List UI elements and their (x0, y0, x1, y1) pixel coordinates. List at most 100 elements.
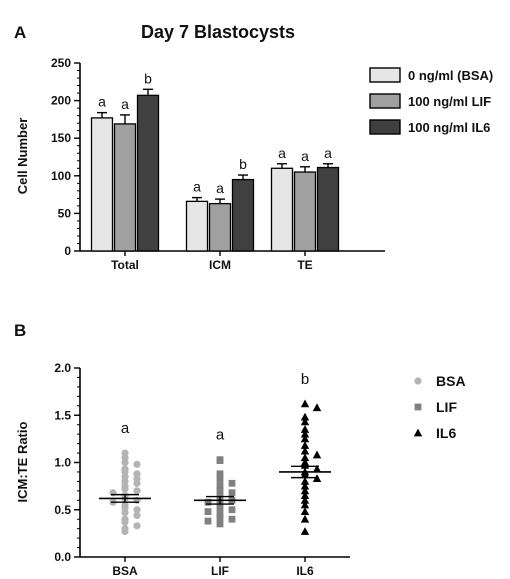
chart-b-point (300, 429, 310, 438)
chart-b-point (413, 428, 423, 437)
chart-a-legend-label: 0 ng/ml (BSA) (408, 68, 493, 83)
chart-a-significance-label: a (98, 94, 106, 110)
chart-b-point (216, 470, 224, 478)
chart-b-point (300, 399, 310, 408)
chart-b-point (204, 517, 212, 525)
chart-b-point (300, 527, 310, 535)
chart-b-point (216, 504, 224, 512)
chart-a-significance-label: a (193, 179, 201, 195)
chart-b-significance-label: b (301, 371, 309, 388)
chart-b-point (121, 458, 129, 467)
chart-b-point (121, 485, 129, 493)
chart-b-y-tick-label: 1.5 (54, 408, 71, 422)
chart-a-bar (113, 123, 137, 252)
chart-b-significance-label: a (216, 427, 225, 444)
chart-b-x-tick-label: BSA (112, 564, 138, 578)
panel-a-label: A (14, 23, 26, 42)
chart-b-legend-label: IL6 (436, 425, 456, 441)
chart-b-point (300, 481, 310, 490)
chart-a-legend: 0 ng/ml (BSA) 100 ng/ml LIF 100 ng/ml IL6 (369, 67, 493, 135)
chart-b-point (216, 457, 224, 465)
chart-b-point (133, 506, 141, 514)
chart-b-point (216, 482, 224, 490)
chart-a-y-tick-label: 200 (51, 94, 71, 108)
chart-b-point (216, 476, 224, 483)
chart-a-y-tick-label: 100 (51, 169, 71, 183)
chart-a-x-tick-label: ICM (209, 258, 231, 272)
chart-b-legend-label: BSA (436, 373, 466, 389)
panel-b-label: B (14, 321, 26, 340)
chart-b-y-tick-label: 1.0 (54, 456, 71, 470)
chart-b-plot: 0.0 0.5 1.0 1.5 2.0 BSA a LIF a IL6 b (54, 361, 350, 578)
chart-a-bar (293, 171, 317, 252)
chart-a-bar (316, 166, 340, 252)
chart-b-point (312, 450, 322, 459)
chart-a-legend-swatch (369, 119, 401, 135)
chart-b-point (133, 460, 141, 468)
chart-a-significance-label: b (144, 70, 152, 86)
chart-b-point (300, 507, 310, 516)
chart-b-legend-label: LIF (436, 399, 457, 415)
chart-a-legend-label: 100 ng/ml IL6 (408, 120, 490, 135)
chart-b-point (216, 513, 224, 521)
chart-b-ylabel: ICM:TE Ratio (15, 422, 30, 503)
chart-a-y-tick-label: 50 (58, 206, 72, 220)
chart-b-point (300, 434, 310, 443)
chart-a-y-tick-label: 250 (51, 56, 71, 70)
chart-a-bar (208, 202, 232, 252)
chart-a-bar (185, 200, 209, 252)
chart-b-point (121, 508, 129, 517)
chart-b-point (204, 508, 212, 516)
chart-b-point (300, 491, 310, 499)
chart-b-point (300, 446, 310, 455)
chart-b-point (300, 500, 310, 509)
chart-a-y-tick-label: 0 (64, 244, 71, 258)
chart-b-point (300, 453, 310, 462)
chart-b-point (300, 514, 310, 523)
chart-a-legend-swatch (369, 67, 401, 83)
chart-a-y-tick-label: 150 (51, 131, 71, 145)
chart-a-significance-label: a (324, 145, 332, 161)
chart-b-point (121, 518, 129, 526)
chart-a-x-tick-label: TE (297, 258, 312, 272)
chart-a-legend-swatch (369, 93, 401, 109)
chart-b-point (228, 479, 236, 487)
chart-b-point (300, 495, 310, 504)
chart-b-point (216, 520, 224, 528)
chart-a-significance-label: a (216, 180, 224, 196)
chart-b-point (204, 498, 212, 506)
chart-b-point (300, 441, 310, 449)
chart-b-significance-label: a (121, 420, 130, 437)
chart-b-point (312, 464, 322, 473)
chart-b-point (121, 527, 129, 536)
chart-b-point (300, 417, 310, 426)
chart-b-point (133, 522, 141, 530)
chart-a-bar (270, 167, 294, 252)
chart-b-point (228, 489, 236, 497)
chart-b-point (228, 506, 236, 514)
chart-a-legend-label: 100 ng/ml LIF (408, 94, 491, 109)
chart-b-point (300, 486, 310, 495)
chart-b-point (300, 477, 310, 485)
chart-a-significance-label: a (278, 145, 286, 161)
chart-a-significance-label: a (301, 148, 309, 164)
chart-b-y-tick-label: 0.5 (54, 503, 71, 517)
chart-a-significance-label: b (239, 156, 247, 172)
chart-b-point (216, 487, 224, 495)
chart-b-legend: BSA LIF IL6 (413, 373, 466, 441)
chart-b-x-tick-label: IL6 (296, 564, 314, 578)
chart-b-point (414, 377, 422, 385)
chart-b-point (414, 403, 422, 411)
chart-b-y-tick-label: 2.0 (54, 361, 71, 375)
chart-b-point (312, 403, 322, 412)
chart-b-point (133, 487, 141, 495)
chart-b-point (300, 425, 310, 433)
chart-a-bar (231, 178, 255, 252)
chart-b-point (133, 479, 141, 487)
chart-a-bar (136, 94, 160, 252)
chart-b-point (300, 412, 310, 421)
chart-b-y-tick-label: 0.0 (54, 550, 71, 564)
chart-b-point (133, 511, 141, 520)
